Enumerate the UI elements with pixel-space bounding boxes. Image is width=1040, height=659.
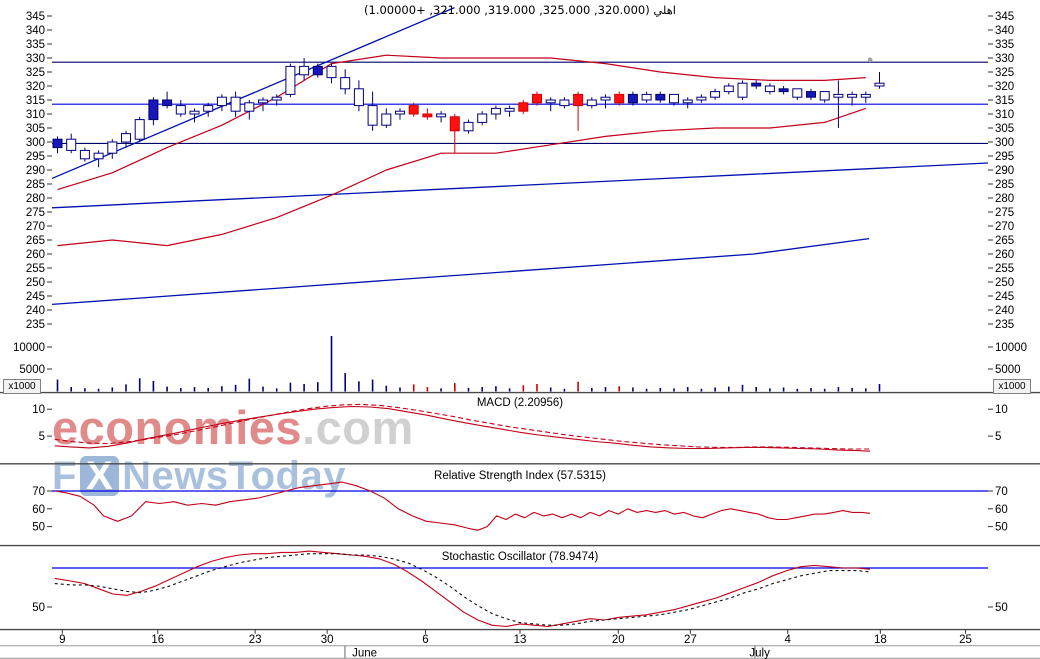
svg-text:60: 60 [32, 504, 45, 516]
svg-text:300: 300 [995, 137, 1014, 149]
svg-text:295: 295 [995, 151, 1014, 163]
svg-text:335: 335 [26, 39, 45, 51]
svg-text:250: 250 [26, 277, 45, 289]
svg-text:25: 25 [959, 634, 972, 646]
svg-text:330: 330 [995, 53, 1014, 65]
svg-text:27: 27 [684, 634, 697, 646]
svg-text:13: 13 [514, 634, 527, 646]
svg-text:340: 340 [995, 25, 1014, 37]
chart-title: اهلي (320.000, 325.000, 319.000, 321.000… [364, 3, 676, 17]
svg-text:270: 270 [26, 221, 45, 233]
svg-text:16: 16 [151, 634, 164, 646]
svg-text:235: 235 [995, 319, 1014, 331]
svg-text:265: 265 [995, 235, 1014, 247]
macd-panel [54, 403, 871, 452]
macd-panel-label: MACD (2.20956) [476, 397, 564, 409]
rsi-panel-label: Relative Strength Index (57.5315) [434, 470, 606, 482]
svg-text:320: 320 [995, 81, 1014, 93]
svg-text:10: 10 [995, 404, 1008, 416]
svg-text:325: 325 [995, 67, 1014, 79]
svg-text:10000: 10000 [995, 342, 1027, 354]
svg-text:June: June [352, 648, 377, 659]
volume-unit-label-left: x1000 [3, 379, 41, 394]
svg-text:6: 6 [422, 634, 428, 646]
svg-text:10000: 10000 [13, 342, 45, 354]
svg-text:255: 255 [995, 263, 1014, 275]
svg-text:20: 20 [612, 634, 625, 646]
svg-text:245: 245 [995, 291, 1014, 303]
svg-text:250: 250 [995, 277, 1014, 289]
svg-text:290: 290 [26, 165, 45, 177]
svg-text:18: 18 [874, 634, 887, 646]
volume-unit-label-right: x1000 [993, 379, 1031, 394]
svg-text:245: 245 [26, 291, 45, 303]
svg-text:10: 10 [32, 404, 45, 416]
svg-text:70: 70 [32, 486, 45, 498]
svg-text:285: 285 [26, 179, 45, 191]
svg-text:240: 240 [995, 305, 1014, 317]
svg-text:July: July [749, 648, 770, 659]
svg-text:265: 265 [26, 235, 45, 247]
svg-text:275: 275 [995, 207, 1014, 219]
svg-text:315: 315 [995, 95, 1014, 107]
volume-panel [56, 336, 881, 392]
svg-text:70: 70 [995, 486, 1008, 498]
svg-text:260: 260 [26, 249, 45, 261]
svg-text:9: 9 [59, 634, 65, 646]
axes: 345 345 340 340 335 335 330 330 325 325 320 320 315 3… [0, 11, 1040, 659]
price-panel [52, 7, 988, 306]
svg-text:310: 310 [995, 109, 1014, 121]
svg-text:270: 270 [995, 221, 1014, 233]
svg-text:5: 5 [995, 431, 1001, 443]
svg-text:23: 23 [249, 634, 262, 646]
svg-text:345: 345 [995, 11, 1014, 23]
svg-text:280: 280 [26, 193, 45, 205]
svg-text:315: 315 [26, 95, 45, 107]
svg-text:340: 340 [26, 25, 45, 37]
svg-text:300: 300 [26, 137, 45, 149]
svg-text:295: 295 [26, 151, 45, 163]
svg-text:4: 4 [784, 634, 791, 646]
svg-text:240: 240 [26, 305, 45, 317]
svg-text:5000: 5000 [995, 364, 1021, 376]
svg-text:50: 50 [32, 522, 45, 534]
svg-text:260: 260 [995, 249, 1014, 261]
svg-text:305: 305 [26, 123, 45, 135]
rsi-panel [52, 481, 988, 531]
svg-text:285: 285 [995, 179, 1014, 191]
svg-text:275: 275 [26, 207, 45, 219]
svg-text:320: 320 [26, 81, 45, 93]
svg-text:50: 50 [995, 602, 1008, 614]
svg-text:330: 330 [26, 53, 45, 65]
svg-text:280: 280 [995, 193, 1014, 205]
svg-text:335: 335 [995, 39, 1014, 51]
svg-text:325: 325 [26, 67, 45, 79]
svg-text:255: 255 [26, 263, 45, 275]
stochastic-panel-label: Stochastic Oscillator (78.9474) [441, 551, 599, 563]
svg-text:50: 50 [32, 602, 45, 614]
svg-text:235: 235 [26, 319, 45, 331]
svg-text:60: 60 [995, 504, 1008, 516]
svg-text:5: 5 [39, 431, 45, 443]
svg-text:310: 310 [26, 109, 45, 121]
svg-text:50: 50 [995, 522, 1008, 534]
svg-text:5000: 5000 [19, 364, 45, 376]
svg-text:30: 30 [321, 634, 334, 646]
svg-text:290: 290 [995, 165, 1014, 177]
svg-text:345: 345 [26, 11, 45, 23]
svg-text:305: 305 [995, 123, 1014, 135]
stochastic-panel [52, 550, 988, 628]
